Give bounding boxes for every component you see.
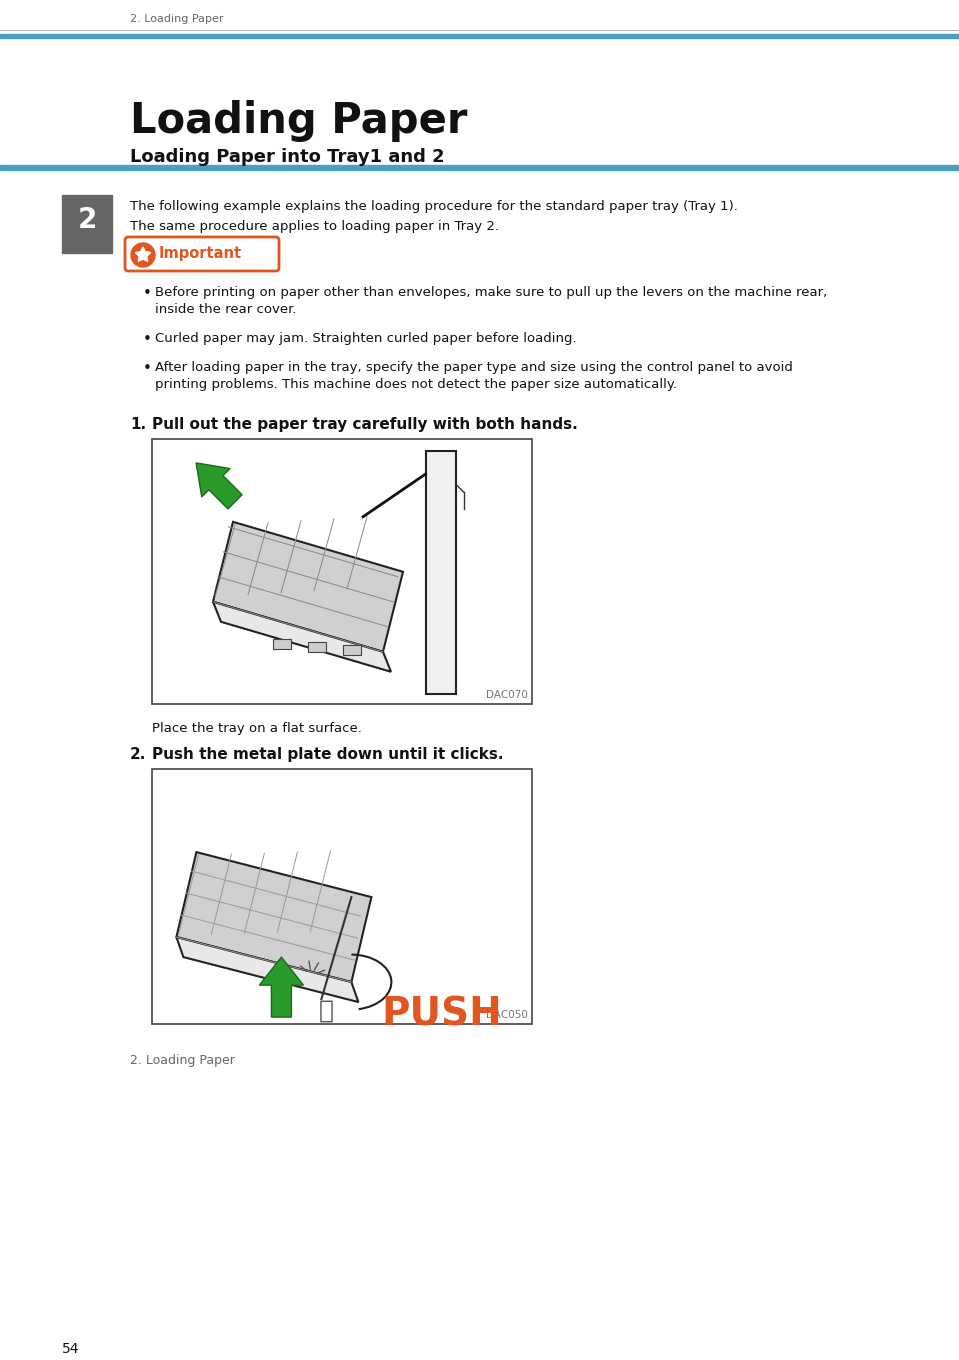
Bar bbox=[343, 645, 361, 654]
Bar bbox=[152, 768, 532, 1024]
Polygon shape bbox=[196, 462, 242, 509]
Bar bbox=[0, 34, 959, 38]
Text: The same procedure applies to loading paper in Tray 2.: The same procedure applies to loading pa… bbox=[130, 220, 499, 233]
Text: Loading Paper: Loading Paper bbox=[130, 101, 467, 141]
Text: Curled paper may jam. Straighten curled paper before loading.: Curled paper may jam. Straighten curled … bbox=[155, 332, 576, 345]
Text: 🖐: 🖐 bbox=[319, 1000, 334, 1023]
Text: 2. Loading Paper: 2. Loading Paper bbox=[130, 14, 223, 24]
Polygon shape bbox=[176, 853, 371, 982]
Bar bbox=[273, 639, 291, 649]
Text: Pull out the paper tray carefully with both hands.: Pull out the paper tray carefully with b… bbox=[152, 418, 577, 432]
Text: Important: Important bbox=[159, 246, 242, 261]
Polygon shape bbox=[213, 601, 391, 672]
Circle shape bbox=[131, 243, 155, 267]
Text: DAC070: DAC070 bbox=[486, 690, 528, 700]
Text: printing problems. This machine does not detect the paper size automatically.: printing problems. This machine does not… bbox=[155, 378, 677, 392]
Text: 1.: 1. bbox=[130, 418, 146, 432]
Bar bbox=[62, 194, 112, 253]
Text: inside the rear cover.: inside the rear cover. bbox=[155, 303, 296, 316]
Text: 2.: 2. bbox=[130, 747, 147, 762]
Text: Place the tray on a flat surface.: Place the tray on a flat surface. bbox=[152, 722, 362, 734]
Text: DAC050: DAC050 bbox=[486, 1010, 528, 1020]
Polygon shape bbox=[176, 937, 359, 1002]
Text: Push the metal plate down until it clicks.: Push the metal plate down until it click… bbox=[152, 747, 503, 762]
Text: After loading paper in the tray, specify the paper type and size using the contr: After loading paper in the tray, specify… bbox=[155, 360, 793, 374]
Text: The following example explains the loading procedure for the standard paper tray: The following example explains the loadi… bbox=[130, 200, 737, 214]
Polygon shape bbox=[213, 522, 403, 651]
Bar bbox=[0, 165, 959, 170]
Polygon shape bbox=[259, 957, 303, 1017]
Text: PUSH: PUSH bbox=[382, 996, 503, 1034]
Text: 54: 54 bbox=[62, 1342, 80, 1356]
Text: •: • bbox=[143, 286, 152, 301]
Text: •: • bbox=[143, 332, 152, 347]
Text: Loading Paper into Tray1 and 2: Loading Paper into Tray1 and 2 bbox=[130, 148, 445, 166]
Text: 2. Loading Paper: 2. Loading Paper bbox=[130, 1054, 235, 1068]
Polygon shape bbox=[135, 248, 151, 261]
Text: Before printing on paper other than envelopes, make sure to pull up the levers o: Before printing on paper other than enve… bbox=[155, 286, 828, 299]
FancyBboxPatch shape bbox=[125, 237, 279, 271]
Bar bbox=[152, 439, 532, 704]
Bar bbox=[308, 642, 326, 651]
Text: •: • bbox=[143, 360, 152, 375]
Polygon shape bbox=[426, 452, 456, 694]
Text: 2: 2 bbox=[78, 205, 97, 234]
